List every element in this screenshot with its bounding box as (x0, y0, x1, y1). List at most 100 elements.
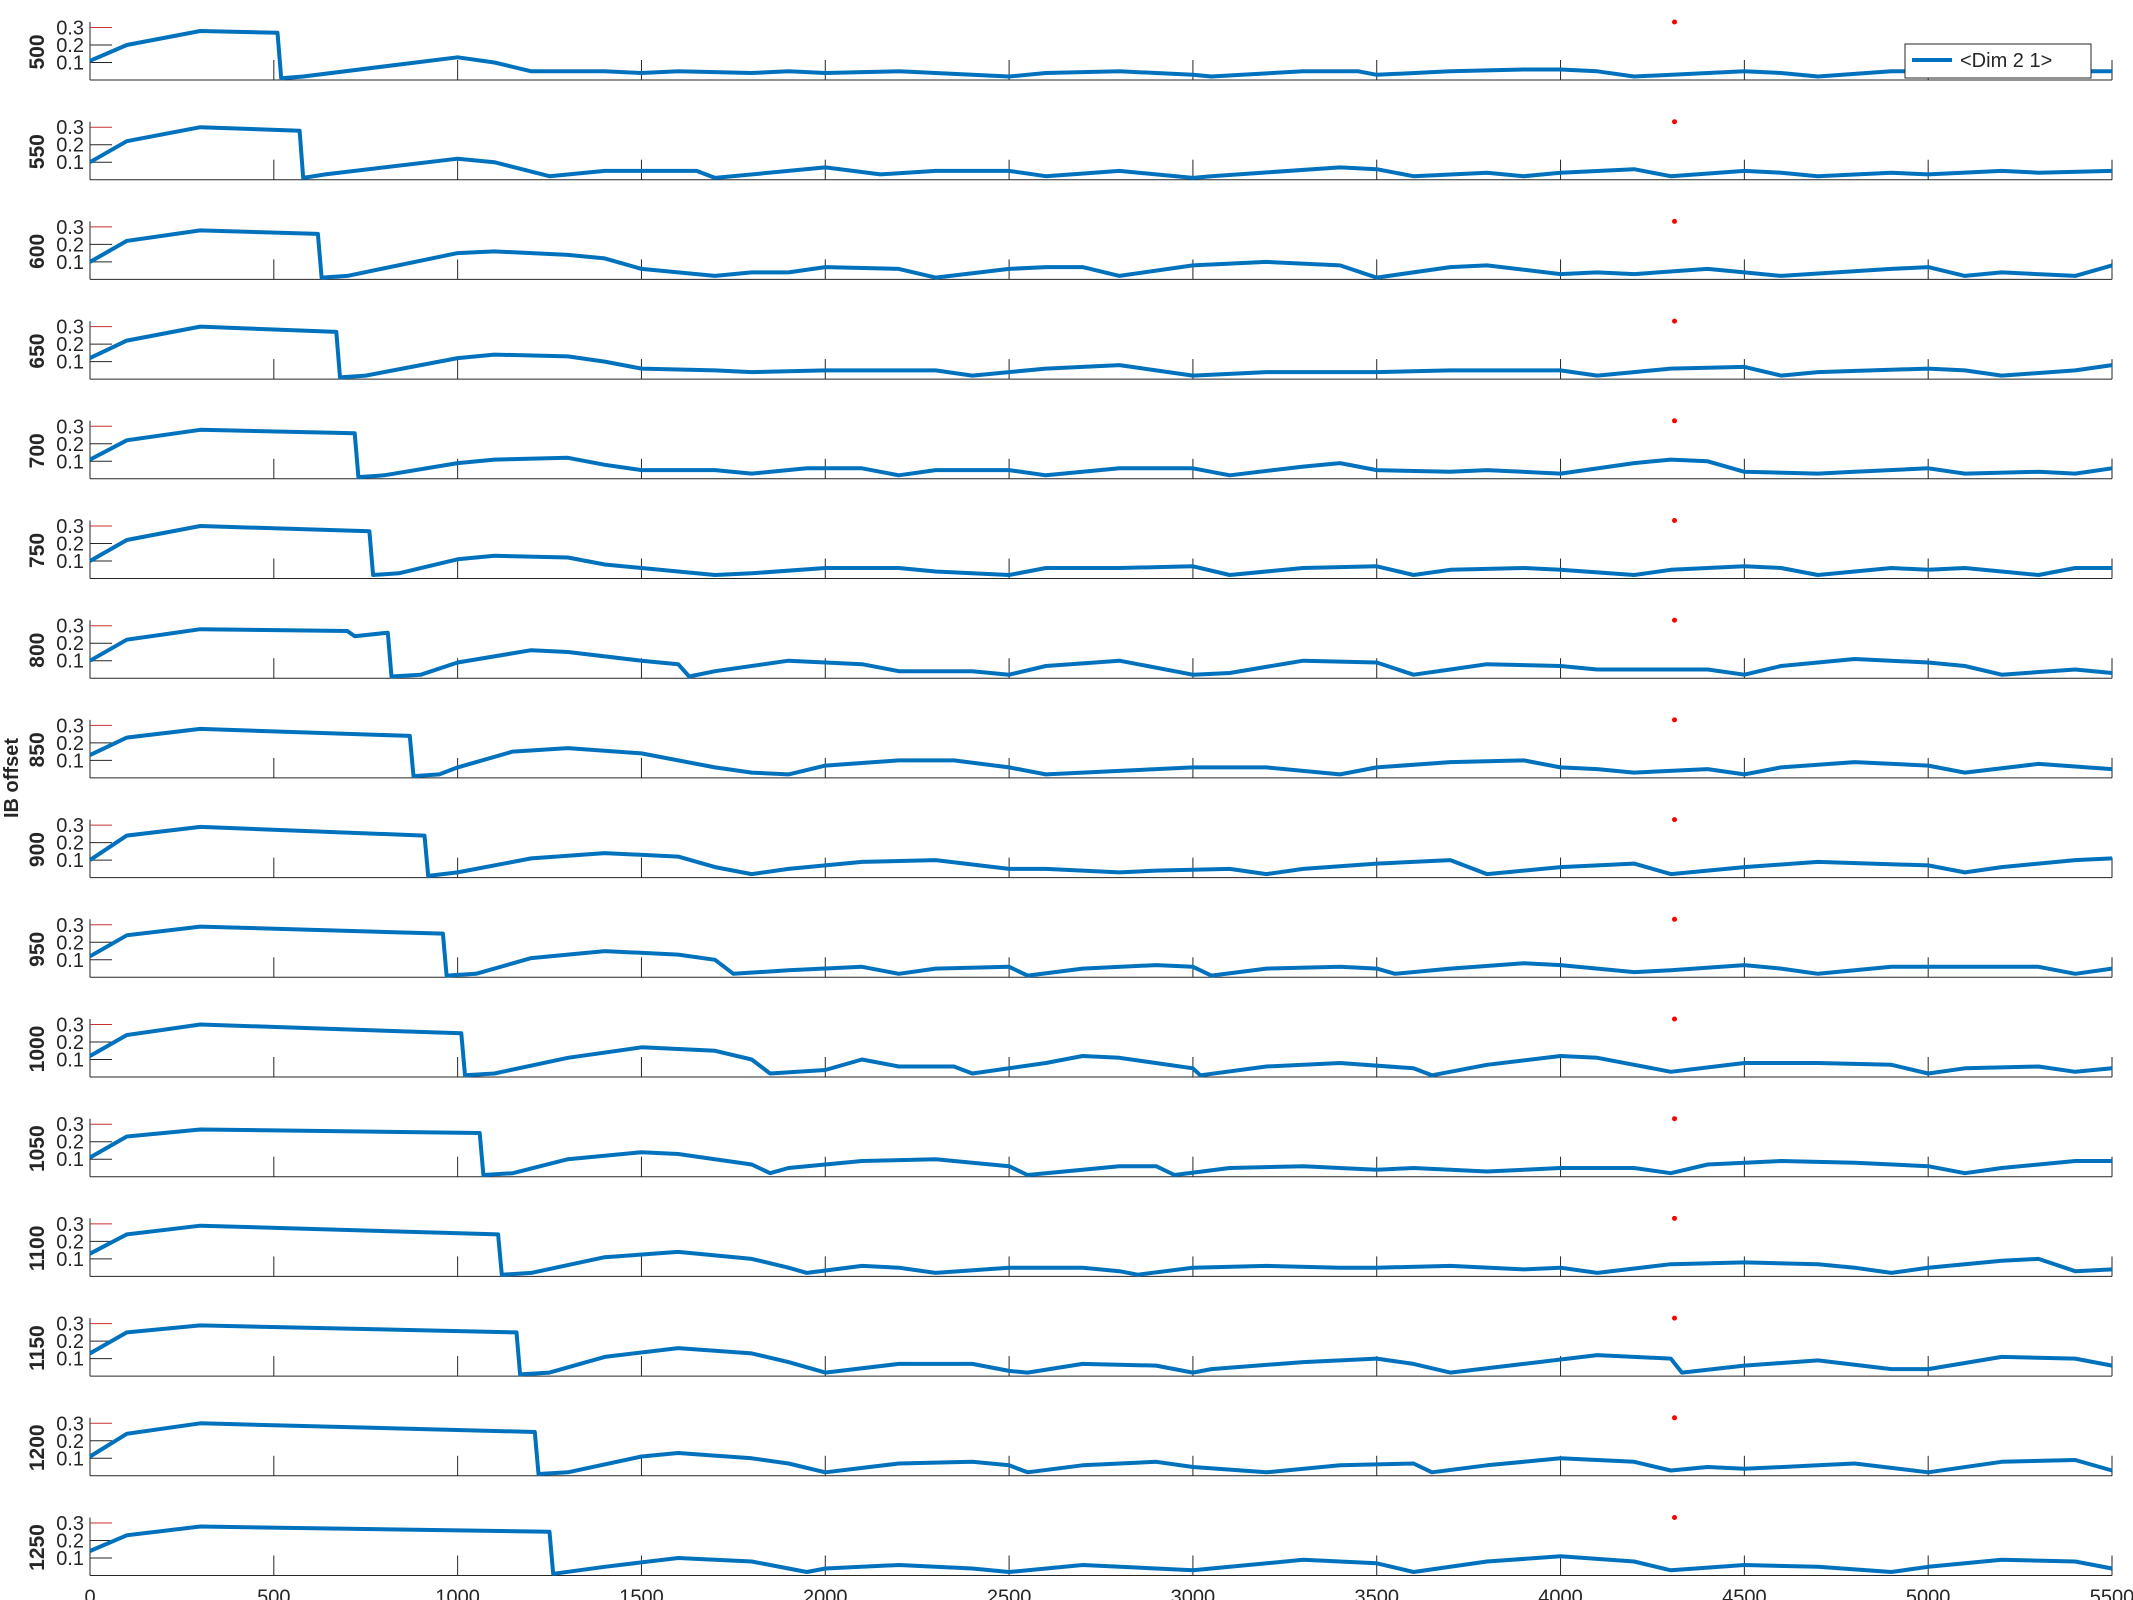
y-tick-label: 0.2 (56, 833, 84, 855)
x-tick-label: 1500 (619, 1587, 664, 1600)
series-line (89, 1223, 2113, 1277)
series-line (89, 324, 2113, 380)
series-line (88, 824, 2113, 878)
marker-point (1672, 318, 1678, 324)
panel-550: 0.10.20.3 550 (26, 117, 2113, 181)
marker-point (1672, 1515, 1678, 1520)
y-tick-label: 0.1 (56, 1249, 84, 1271)
series-line (89, 524, 2112, 577)
row-label: 1200 (26, 1424, 49, 1471)
series-line (89, 924, 2113, 978)
y-tick-label: 0.1 (56, 1349, 84, 1371)
y-tick-label: 0.3 (56, 1214, 84, 1236)
x-tick-label: 3500 (1354, 1587, 1399, 1600)
y-tick-label: 0.2 (56, 534, 84, 556)
legend: <Dim 2 1> (1904, 43, 2092, 79)
y-tick-label: 0.3 (56, 317, 84, 339)
y-tick-label: 0.3 (56, 1513, 84, 1535)
series-line (89, 1323, 2113, 1377)
panel-1000: 0.10.20.3 1000 (26, 1015, 2113, 1078)
y-tick-label: 0.1 (56, 1548, 84, 1570)
row-label: 1100 (26, 1226, 49, 1272)
x-tick-label: 3000 (1171, 1587, 1216, 1600)
x-tick-label: 5500 (2090, 1587, 2133, 1600)
y-tick-label: 0.1 (56, 1149, 84, 1171)
y-tick-label: 0.3 (56, 117, 84, 139)
y-tick-label: 0.2 (56, 733, 84, 755)
series-line (89, 627, 2113, 679)
y-tick-label: 0.1 (56, 53, 84, 75)
y-tick-label: 0.3 (56, 18, 84, 40)
y-tick-label: 0.3 (56, 1114, 84, 1136)
row-label: 750 (26, 533, 49, 568)
panel-1050: 0.10.20.3 1050 (26, 1114, 2113, 1178)
marker-point (1672, 518, 1678, 523)
y-tick-label: 0.3 (56, 715, 84, 737)
x-tick-label: 5000 (1906, 1587, 1951, 1600)
series-line (89, 726, 2113, 779)
marker-point (1672, 916, 1678, 922)
y-tick-label: 0.2 (56, 1032, 84, 1054)
y-tick-label: 0.3 (56, 217, 84, 239)
y-tick-label: 0.1 (56, 750, 84, 772)
y-tick-label: 0.1 (56, 950, 84, 972)
panel-900: 0.10.20.3 900 (26, 815, 2113, 879)
panel-850: 0.10.20.3 850 (26, 715, 2113, 779)
x-tick-label: 2000 (803, 1587, 848, 1600)
panel-1100: 0.10.20.3 1100 (26, 1214, 2113, 1277)
panel-950: 0.10.20.3 950 (26, 915, 2113, 978)
y-tick-label: 0.3 (56, 1413, 84, 1435)
panel-700: 0.10.20.3 700 (26, 416, 2113, 480)
marker-point (1672, 119, 1678, 125)
row-label: 1250 (26, 1524, 49, 1571)
y-tick-label: 0.3 (56, 1314, 84, 1336)
y-tick-label: 0.3 (56, 915, 84, 937)
y-tick-label: 0.2 (56, 633, 84, 655)
marker-point (1672, 817, 1678, 823)
panels: 0.10.20.35000.10.20.35500.10.20.36000.10… (26, 18, 2113, 1576)
row-label: 500 (26, 34, 49, 69)
y-tick-label: 0.2 (56, 434, 84, 456)
row-label: 600 (26, 234, 49, 269)
row-label: 900 (26, 832, 49, 867)
x-axis-tick-labels: 0 500 1000 1500 2000 2500 3000 3500 4000 4500 5000… (84, 1587, 2133, 1600)
marker-point (1672, 218, 1678, 224)
y-tick-label: 0.3 (56, 616, 84, 638)
y-tick-label: 0.3 (56, 416, 84, 438)
panel-1250: 0.10.20.3 1250 (26, 1513, 2113, 1576)
y-tick-label: 0.3 (56, 1015, 84, 1037)
y-tick-label: 0.2 (56, 1531, 84, 1553)
y-tick-label: 0.1 (56, 850, 84, 872)
y-tick-label: 0.1 (56, 1448, 84, 1470)
panel-750: 0.10.20.3 750 (26, 516, 2113, 579)
y-tick-label: 0.1 (56, 152, 84, 174)
y-tick-label: 0.2 (56, 1331, 84, 1353)
legend-label: <Dim 2 1> (1960, 50, 2052, 72)
y-tick-label: 0.1 (56, 352, 84, 374)
y-tick-label: 0.2 (56, 234, 84, 256)
y-tick-label: 0.3 (56, 815, 84, 837)
x-tick-label: 500 (257, 1587, 290, 1600)
series-line (89, 1022, 2113, 1078)
y-tick-label: 0.2 (56, 1431, 84, 1453)
row-label: 1150 (26, 1325, 49, 1371)
y-tick-label: 0.1 (56, 451, 84, 473)
y-axis-label: IB offset (1, 738, 23, 818)
series-line (88, 1421, 2113, 1476)
series-line (89, 125, 2113, 180)
row-label: 1050 (26, 1125, 49, 1172)
y-tick-label: 0.2 (56, 932, 84, 954)
series-line (89, 427, 2113, 480)
y-tick-label: 0.2 (56, 1132, 84, 1154)
panel-800: 0.10.20.3 800 (26, 616, 2113, 679)
y-tick-label: 0.1 (56, 1050, 84, 1072)
panel-650: 0.10.20.3 650 (26, 317, 2113, 380)
marker-point (1672, 717, 1678, 723)
y-tick-label: 0.1 (56, 252, 84, 274)
panel-1200: 0.10.20.3 1200 (26, 1413, 2113, 1477)
y-tick-label: 0.2 (56, 334, 84, 356)
marker-point (1672, 418, 1678, 424)
row-label: 550 (26, 134, 49, 169)
y-tick-label: 0.2 (56, 35, 84, 57)
